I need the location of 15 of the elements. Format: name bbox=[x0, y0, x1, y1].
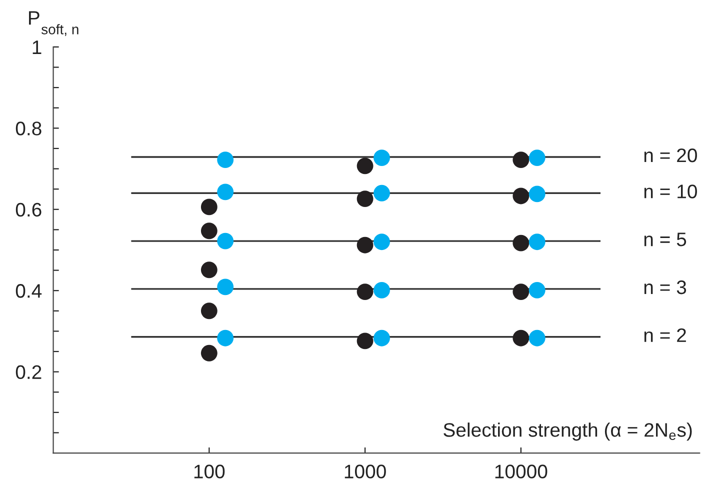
y-tick-label: 0.6 bbox=[16, 202, 42, 217]
x-tick-label: 1000 bbox=[344, 464, 386, 478]
text: n = 2 bbox=[644, 328, 686, 342]
y-tick-label: 1 bbox=[32, 40, 42, 54]
x-tick-label: 10000 bbox=[495, 464, 548, 478]
y-axis-title: Psoft, n bbox=[29, 11, 78, 36]
y-tick-label: 0.2 bbox=[16, 365, 42, 380]
text: n = 5 bbox=[644, 232, 686, 246]
y-tick-label: 0.8 bbox=[16, 122, 42, 136]
text: n = 10 bbox=[644, 184, 697, 198]
text: n = 3 bbox=[644, 280, 686, 294]
y-tick-label: 0.4 bbox=[16, 284, 42, 298]
text: n = 20 bbox=[644, 148, 697, 162]
x-tick-label: 100 bbox=[194, 464, 225, 478]
x-axis-title: Selection strength (α = 2N$_{e}$s) bbox=[444, 422, 692, 441]
